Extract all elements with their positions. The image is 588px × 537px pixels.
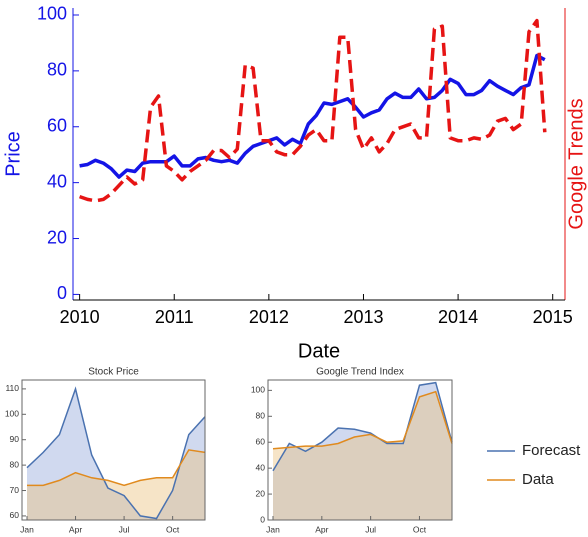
series-line — [79, 18, 547, 203]
series-line — [26, 386, 206, 520]
y2-axis-label: Google Trends — [565, 98, 587, 229]
y-tick-label: 60 — [10, 510, 20, 520]
x-tick-label: Jan — [20, 524, 34, 534]
legend-label: Data — [522, 471, 554, 488]
y-tick-label: 80 — [256, 411, 266, 421]
legend-label: Forecast — [522, 442, 581, 459]
y-tick-label: 60 — [47, 116, 67, 136]
y-tick-label: 0 — [57, 283, 67, 303]
x-tick-label: 2010 — [60, 307, 100, 327]
x-tick-label: Apr — [69, 524, 82, 534]
plot-frame — [267, 379, 453, 521]
area-fill — [27, 388, 205, 520]
y-tick-label: 20 — [256, 488, 266, 498]
series-line — [27, 449, 206, 487]
y-tick-label: 40 — [47, 171, 67, 191]
x-tick-label: Apr — [315, 524, 328, 534]
x-tick-label: 2014 — [438, 307, 478, 327]
y-tick-label: 80 — [47, 60, 67, 80]
area-fill — [273, 391, 452, 520]
series-line — [272, 390, 453, 450]
y-tick-label: 100 — [251, 385, 265, 395]
chart-title: Google Trend Index — [316, 367, 404, 378]
y-tick-label: 100 — [5, 409, 19, 419]
area-fill — [27, 449, 205, 520]
series-line — [272, 381, 453, 472]
y-tick-label: 80 — [10, 459, 20, 469]
x-tick-label: 2011 — [155, 307, 194, 327]
x-tick-label: 2012 — [249, 307, 289, 327]
y-tick-label: 100 — [37, 4, 67, 24]
y-tick-label: 90 — [10, 434, 20, 444]
y-tick-label: 70 — [10, 485, 20, 495]
x-tick-label: Jul — [119, 524, 130, 534]
x-tick-label: 2015 — [533, 307, 573, 327]
x-tick-label: Jul — [365, 524, 376, 534]
x-tick-label: 2013 — [343, 307, 383, 327]
area-fill — [273, 382, 452, 520]
y-axis-label: Price — [2, 131, 24, 177]
x-tick-label: Oct — [413, 524, 427, 534]
x-tick-label: Jan — [266, 524, 280, 534]
chart-title: Stock Price — [88, 367, 139, 378]
y-tick-label: 0 — [260, 514, 265, 524]
y-tick-label: 20 — [47, 227, 67, 247]
y-tick-label: 60 — [256, 436, 266, 446]
y-tick-label: 110 — [5, 383, 19, 393]
plot-frame — [21, 379, 206, 521]
x-tick-label: Oct — [166, 524, 180, 534]
x-axis-label: Date — [298, 340, 340, 362]
y-tick-label: 40 — [256, 462, 266, 472]
series-line — [79, 53, 546, 179]
